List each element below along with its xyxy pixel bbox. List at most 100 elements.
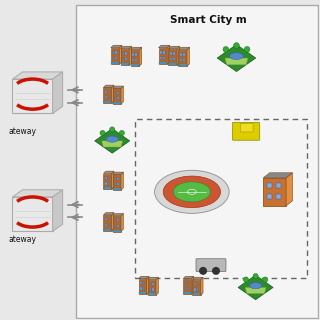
Polygon shape — [121, 172, 124, 190]
Bar — [163, 57, 165, 60]
Bar — [140, 282, 142, 284]
Bar — [263, 178, 286, 206]
Polygon shape — [168, 46, 180, 49]
Bar — [12, 79, 52, 114]
Bar — [104, 187, 111, 189]
Bar — [148, 280, 156, 295]
Bar — [121, 49, 129, 65]
Bar — [179, 64, 187, 66]
Polygon shape — [183, 276, 194, 279]
Bar — [113, 102, 121, 104]
Bar — [150, 283, 151, 285]
Polygon shape — [225, 58, 248, 65]
Bar — [160, 51, 162, 53]
Bar — [268, 194, 272, 199]
Bar — [276, 194, 281, 199]
Bar — [134, 119, 307, 278]
Bar — [104, 101, 111, 103]
Bar — [150, 288, 151, 291]
Ellipse shape — [155, 170, 229, 213]
Bar — [115, 219, 116, 221]
Bar — [163, 51, 165, 53]
Bar — [143, 282, 144, 284]
Polygon shape — [245, 287, 266, 293]
Polygon shape — [201, 277, 203, 295]
Bar — [125, 58, 127, 60]
Bar — [108, 182, 109, 185]
Circle shape — [244, 46, 250, 52]
Polygon shape — [191, 276, 194, 294]
Bar — [103, 87, 112, 103]
Bar — [12, 197, 52, 231]
Bar — [197, 288, 198, 291]
Bar — [123, 52, 124, 54]
Polygon shape — [263, 173, 292, 178]
Polygon shape — [156, 277, 158, 295]
Bar — [183, 53, 185, 56]
Polygon shape — [103, 85, 114, 87]
Polygon shape — [158, 45, 170, 48]
Bar — [131, 64, 139, 66]
Circle shape — [253, 273, 258, 279]
Polygon shape — [238, 275, 273, 300]
Bar — [169, 63, 177, 65]
Bar — [115, 178, 116, 180]
Bar — [139, 292, 146, 294]
Bar — [185, 282, 186, 284]
Bar — [103, 173, 112, 189]
Ellipse shape — [106, 136, 118, 142]
Polygon shape — [148, 277, 158, 280]
Ellipse shape — [173, 182, 211, 202]
Ellipse shape — [230, 53, 243, 60]
Polygon shape — [131, 47, 142, 50]
Bar — [111, 48, 119, 64]
Bar — [105, 91, 107, 93]
Polygon shape — [129, 46, 132, 65]
Bar — [132, 53, 134, 56]
Bar — [170, 58, 172, 60]
Polygon shape — [103, 212, 114, 215]
Bar — [105, 218, 107, 220]
Bar — [117, 92, 119, 94]
Ellipse shape — [163, 176, 220, 208]
Bar — [108, 224, 109, 226]
Bar — [194, 283, 196, 285]
Bar — [108, 91, 109, 93]
Bar — [104, 229, 111, 231]
Bar — [113, 51, 114, 53]
Polygon shape — [139, 276, 149, 279]
Circle shape — [119, 130, 124, 136]
FancyBboxPatch shape — [240, 124, 253, 132]
Bar — [168, 49, 177, 65]
Polygon shape — [286, 173, 292, 206]
Circle shape — [212, 267, 220, 275]
Bar — [135, 59, 137, 61]
Bar — [116, 51, 117, 53]
Bar — [159, 62, 167, 64]
Bar — [117, 219, 119, 221]
Polygon shape — [112, 85, 114, 103]
Circle shape — [263, 277, 268, 282]
Bar — [108, 96, 109, 99]
Circle shape — [243, 277, 249, 282]
Bar — [173, 52, 175, 54]
Bar — [192, 280, 201, 295]
Polygon shape — [95, 129, 130, 153]
Text: ateway: ateway — [9, 235, 37, 244]
Bar — [188, 287, 189, 290]
Bar — [148, 293, 156, 295]
Bar — [140, 287, 142, 290]
Circle shape — [223, 46, 229, 52]
Polygon shape — [12, 190, 63, 197]
Bar — [113, 57, 114, 60]
Text: Smart City m: Smart City m — [170, 15, 246, 25]
Text: ateway: ateway — [9, 126, 37, 136]
Bar — [105, 224, 107, 226]
Polygon shape — [121, 46, 132, 49]
Polygon shape — [112, 212, 114, 231]
Polygon shape — [167, 45, 170, 64]
Bar — [105, 177, 107, 179]
Bar — [113, 88, 121, 104]
FancyBboxPatch shape — [232, 123, 260, 140]
Bar — [152, 288, 154, 291]
